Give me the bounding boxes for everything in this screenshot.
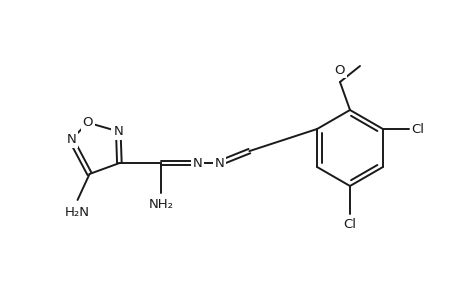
Text: N: N	[113, 125, 123, 138]
Text: N: N	[192, 157, 202, 169]
Text: Cl: Cl	[410, 122, 423, 136]
Text: O: O	[334, 64, 345, 77]
Text: NH₂: NH₂	[149, 198, 174, 211]
Text: H₂N: H₂N	[65, 206, 90, 219]
Text: Cl: Cl	[343, 218, 356, 231]
Text: N: N	[214, 157, 224, 169]
Text: N: N	[66, 133, 76, 146]
Text: O: O	[82, 116, 93, 129]
